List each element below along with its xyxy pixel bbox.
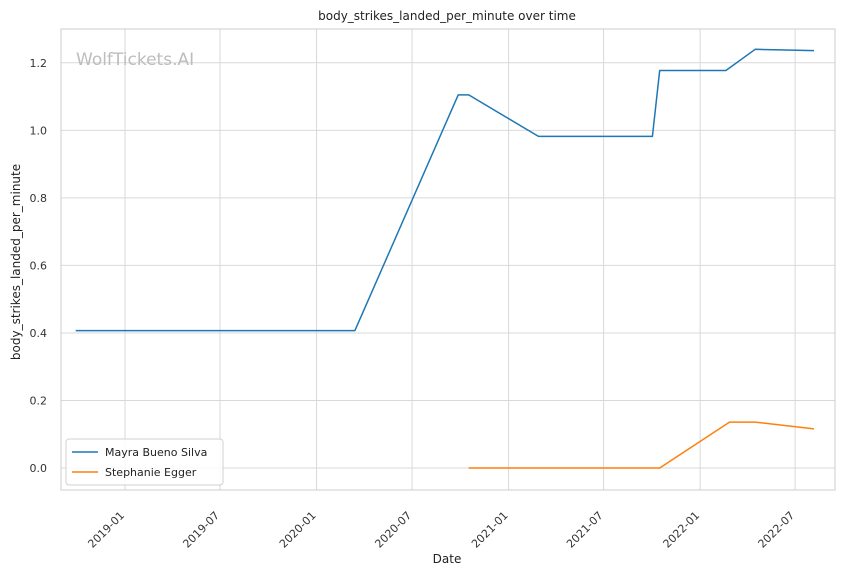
y-tick-label: 0.0 bbox=[30, 462, 48, 475]
legend-label-stephanie-egger: Stephanie Egger bbox=[105, 466, 197, 479]
x-tick-label: 2022-01 bbox=[661, 509, 703, 551]
grid-lines bbox=[61, 29, 835, 490]
series-line-stephanie-egger bbox=[468, 421, 815, 469]
watermark-text: WolfTickets.AI bbox=[76, 50, 194, 70]
x-axis-ticks: 2019-01 2019-07 2020-01 2020-07 2021-01 2021-… bbox=[85, 509, 797, 551]
legend-label-mayra-bueno-silva: Mayra Bueno Silva bbox=[105, 446, 207, 459]
plot-area bbox=[60, 28, 836, 491]
chart-title: body_strikes_landed_per_minute over time bbox=[318, 9, 576, 23]
y-tick-label: 0.6 bbox=[30, 259, 48, 272]
y-axis-label: body_strikes_landed_per_minute bbox=[9, 164, 23, 360]
x-axis-label: Date bbox=[433, 552, 462, 566]
x-tick-label: 2020-01 bbox=[277, 509, 319, 551]
legend-box bbox=[65, 438, 224, 486]
y-tick-label: 0.8 bbox=[30, 192, 48, 205]
y-tick-label: 0.4 bbox=[30, 327, 48, 340]
x-tick-label: 2021-01 bbox=[469, 509, 511, 551]
x-tick-label: 2019-01 bbox=[85, 509, 127, 551]
y-tick-label: 1.2 bbox=[30, 57, 48, 70]
y-tick-label: 1.0 bbox=[30, 124, 48, 137]
x-tick-label: 2022-07 bbox=[756, 509, 798, 551]
series-line-mayra-bueno-silva bbox=[75, 48, 815, 332]
x-tick-label: 2019-07 bbox=[180, 509, 222, 551]
x-tick-label: 2021-07 bbox=[564, 509, 606, 551]
legend: Mayra Bueno Silva Stephanie Egger bbox=[65, 438, 224, 486]
y-axis-ticks: 0.0 0.2 0.4 0.6 0.8 1.0 1.2 bbox=[30, 57, 48, 475]
y-tick-label: 0.2 bbox=[30, 395, 48, 408]
series-layer bbox=[75, 48, 815, 469]
x-tick-label: 2020-07 bbox=[372, 509, 414, 551]
